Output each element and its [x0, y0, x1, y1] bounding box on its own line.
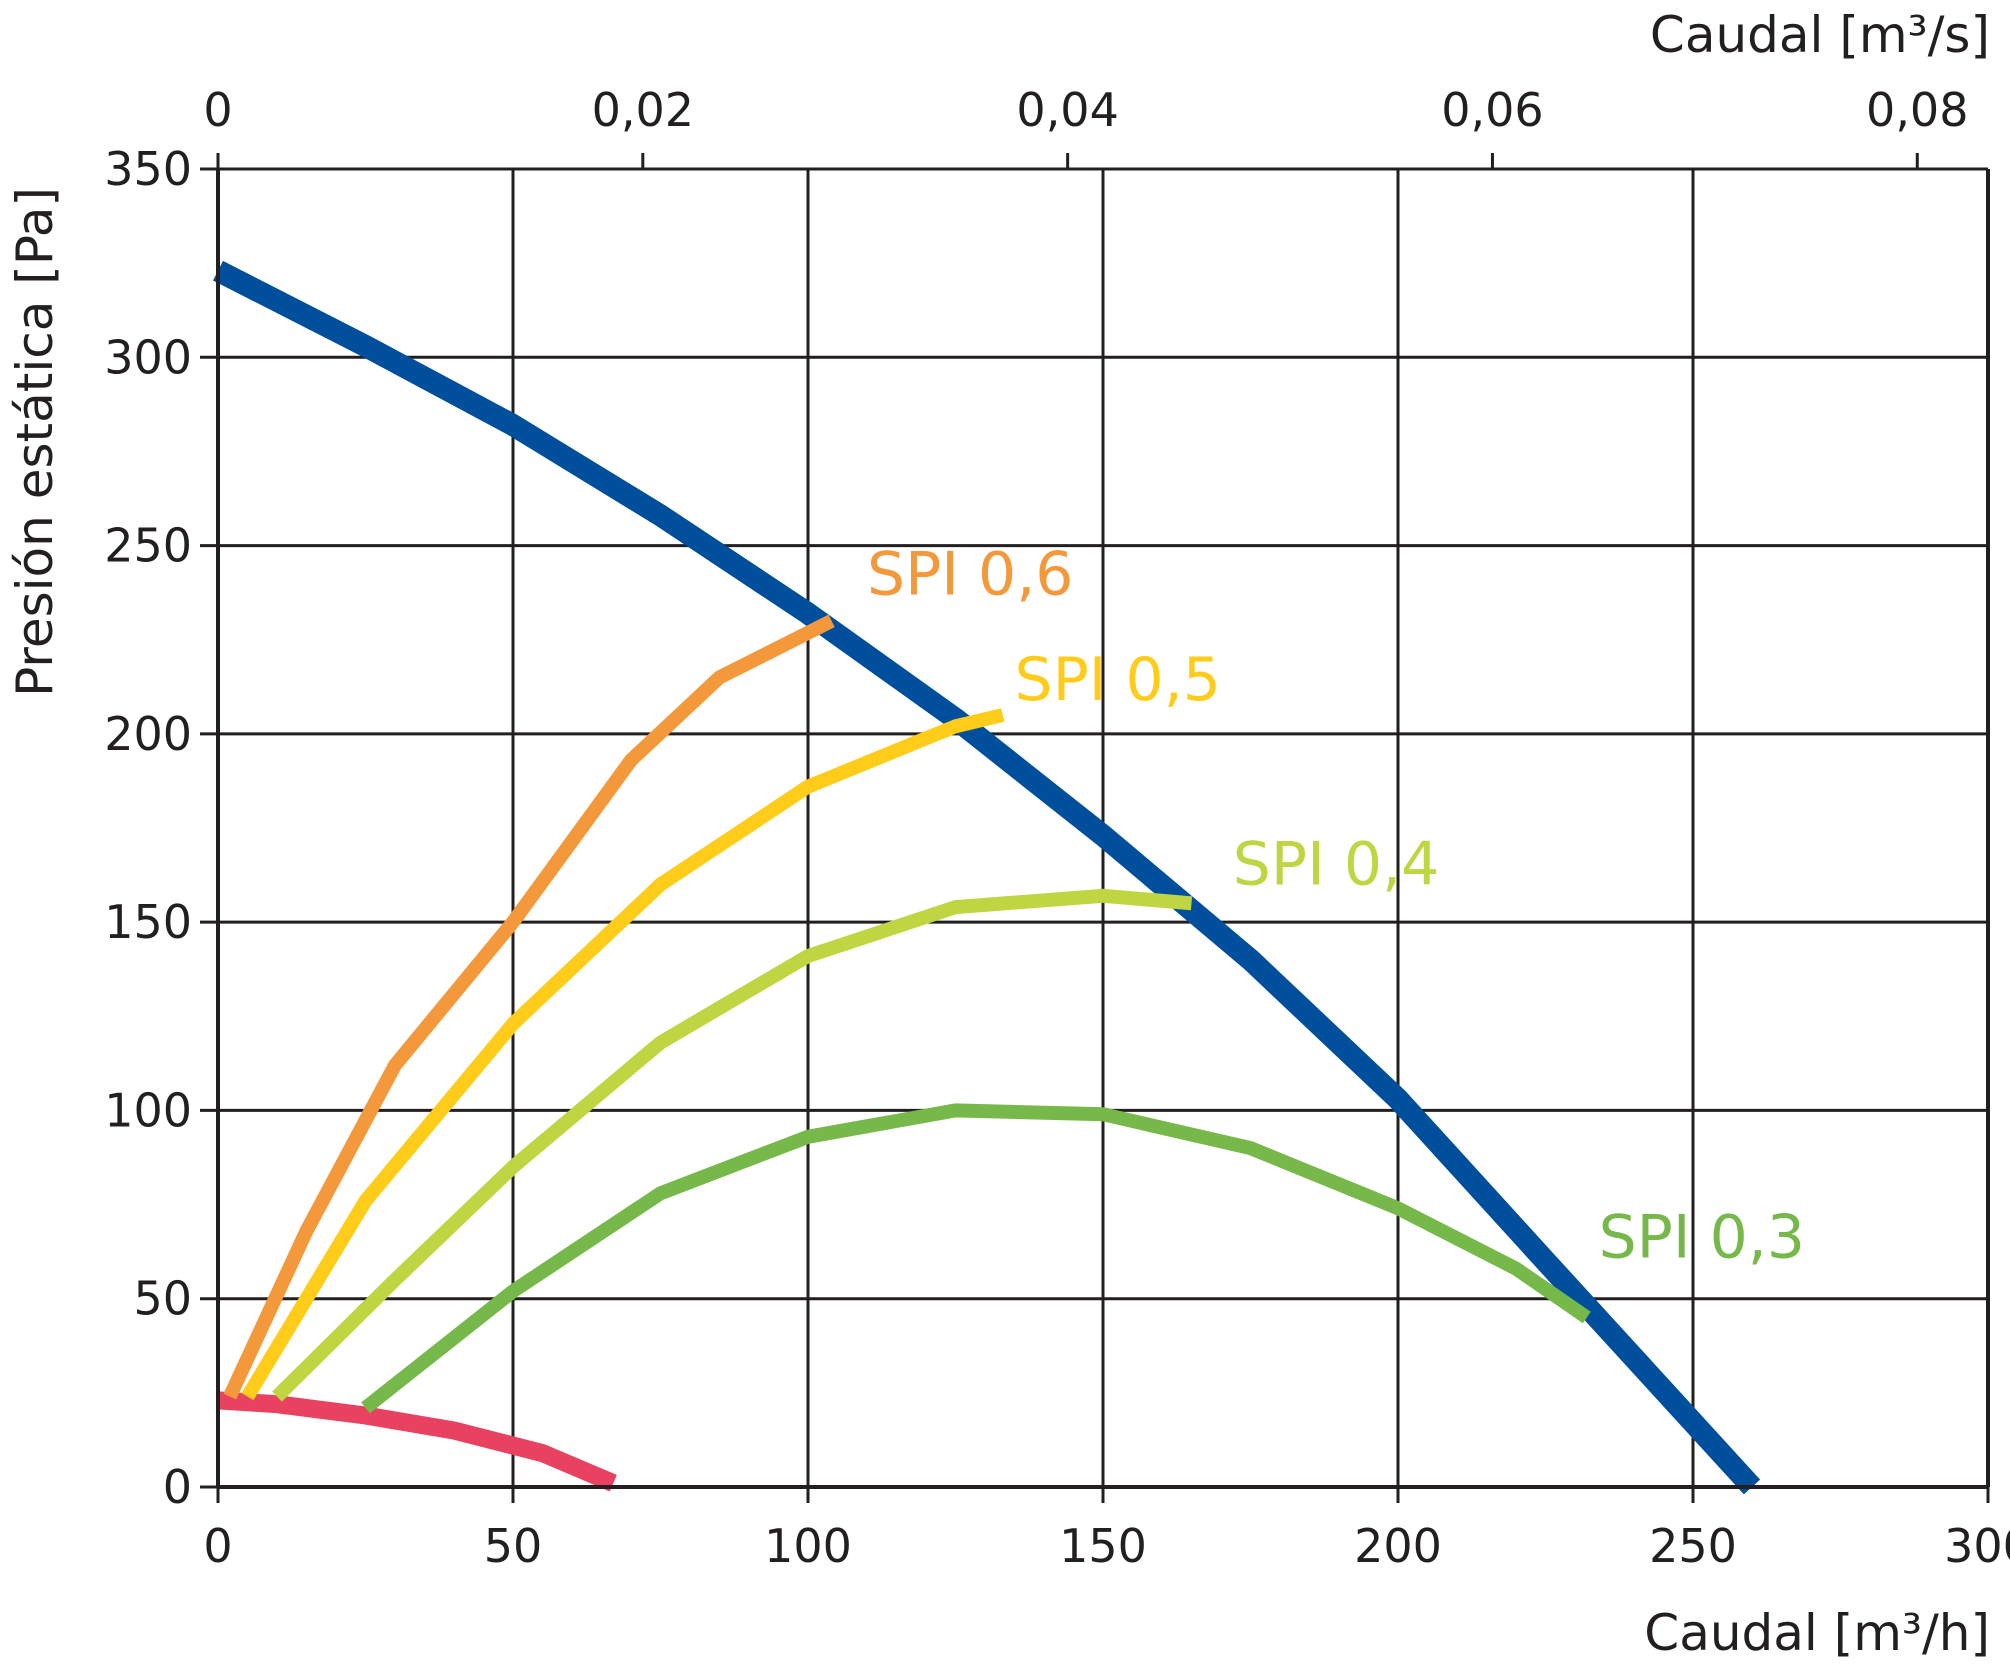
- top-x-tick-label: 0,08: [1866, 83, 1968, 137]
- y-tick-label: 250: [104, 519, 192, 573]
- x-tick-label: 300: [1944, 1519, 2010, 1573]
- x-tick-label: 200: [1354, 1519, 1442, 1573]
- series-label-3: SPI 0,5: [1015, 645, 1221, 715]
- y-tick-label: 150: [104, 895, 192, 949]
- x-tick-label: 50: [484, 1519, 543, 1573]
- x-axis-title: Caudal [m³/h]: [1644, 1604, 1990, 1662]
- series-labels: SPI 0,6 SPI 0,5 SPI 0,4 SPI 0,3: [867, 540, 1805, 1273]
- top-x-tick-label: 0,04: [1016, 83, 1118, 137]
- top-x-tick-label: 0,02: [592, 83, 694, 137]
- x-tick-label: 0: [203, 1519, 232, 1573]
- series-label-2: SPI 0,6: [867, 540, 1073, 610]
- axis-ticks: 0 50 100 150 200 250 300 0 0,02 0,04 0,06 0,08 0 50 10…: [104, 83, 2010, 1573]
- series-line-4: [272, 888, 1193, 1402]
- x-tick-label: 100: [764, 1519, 852, 1573]
- y-tick-label: 100: [104, 1083, 192, 1137]
- series-label-4: SPI 0,4: [1233, 829, 1439, 899]
- series-line-1: [217, 1391, 617, 1492]
- series-line-0: [212, 260, 1761, 1495]
- series-layer: [212, 260, 1761, 1495]
- x-tick-label: 250: [1649, 1519, 1737, 1573]
- y-tick-label: 350: [104, 142, 192, 196]
- top-x-tick-label: 0: [203, 83, 232, 137]
- x-tick-label: 150: [1059, 1519, 1147, 1573]
- y-axis-title: Presión estática [Pa]: [6, 187, 64, 697]
- y-tick-label: 0: [163, 1460, 192, 1514]
- y-tick-label: 300: [104, 330, 192, 384]
- y-tick-label: 50: [133, 1272, 192, 1326]
- y-tick-label: 200: [104, 707, 192, 761]
- series-line-2: [223, 614, 835, 1400]
- series-line-3: [241, 708, 1005, 1401]
- series-label-5: SPI 0,3: [1599, 1202, 1805, 1272]
- series-line-5: [361, 1103, 1591, 1414]
- top-x-axis-title: Caudal [m³/s]: [1650, 6, 1990, 64]
- top-x-tick-label: 0,06: [1441, 83, 1543, 137]
